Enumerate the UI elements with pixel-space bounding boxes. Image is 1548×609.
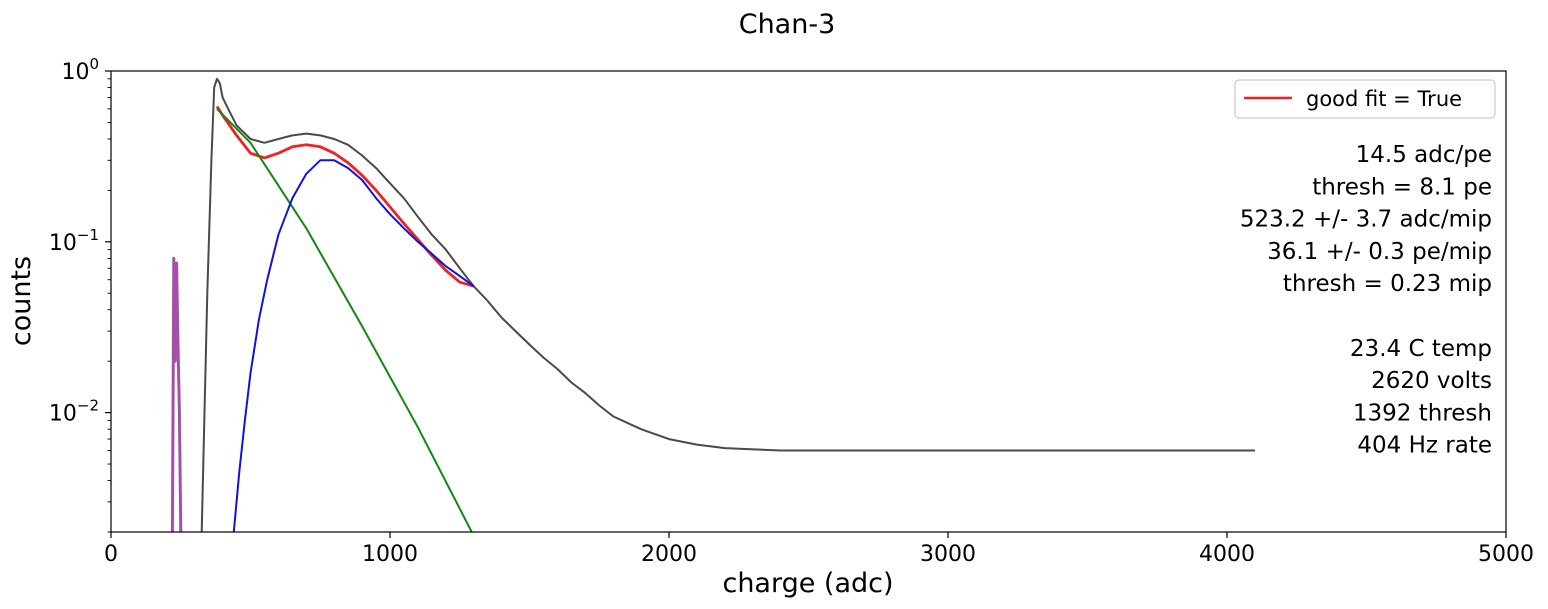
annotation-line: 404 Hz rate [1357,433,1492,459]
x-tick-label: 4000 [1199,542,1255,567]
y-axis: 100 10−1 10−2 [49,55,111,533]
annotation-line: 1392 thresh [1353,400,1492,426]
annotation-line: 36.1 +/- 0.3 pe/mip [1267,239,1492,265]
chart-title: Chan-3 [739,9,836,40]
annotation-line: thresh = 0.23 mip [1283,271,1492,297]
x-tick-label: 1000 [362,542,418,567]
y-axis-label: counts [6,256,37,346]
series-fit-exponential [216,108,473,532]
x-tick-label: 2000 [641,542,697,567]
x-tick-label: 0 [104,542,118,567]
legend: good fit = True [1234,79,1496,119]
plot-frame [110,70,1507,533]
annotation-line: 2620 volts [1371,368,1492,394]
annotation-line: 23.4 C temp [1350,336,1492,362]
annotation-line: 14.5 adc/pe [1356,142,1492,168]
legend-box [1234,79,1496,119]
annotation-line: 523.2 +/- 3.7 adc/mip [1240,207,1492,233]
legend-label: good fit = True [1306,87,1462,111]
series-histogram [200,77,1255,532]
y-tick-label: 10−1 [49,226,99,256]
y-tick-label: 100 [61,55,99,85]
x-tick-label: 3000 [920,542,976,567]
y-tick-label: 10−2 [49,397,99,427]
x-tick-label: 5000 [1478,542,1534,567]
series-layer [170,77,1255,532]
annotation-line: thresh = 8.1 pe [1312,174,1492,200]
x-axis-label: charge (adc) [722,568,893,599]
series-fit-gaussian [232,159,475,532]
fit-annotations: 14.5 adc/pe thresh = 8.1 pe 523.2 +/- 3.7 … [1240,142,1492,459]
x-axis: 0 1000 2000 3000 4000 5000 [104,532,1534,567]
series-pedestal [170,256,183,532]
